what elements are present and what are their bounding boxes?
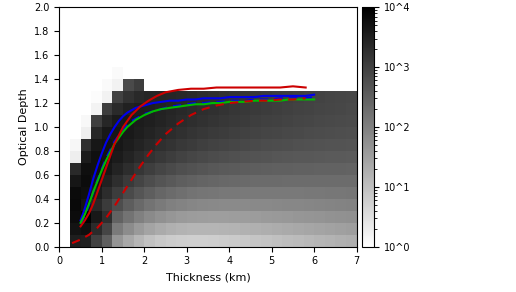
Y-axis label: Optical Depth: Optical Depth (19, 89, 29, 165)
X-axis label: Thickness (km): Thickness (km) (166, 272, 250, 282)
